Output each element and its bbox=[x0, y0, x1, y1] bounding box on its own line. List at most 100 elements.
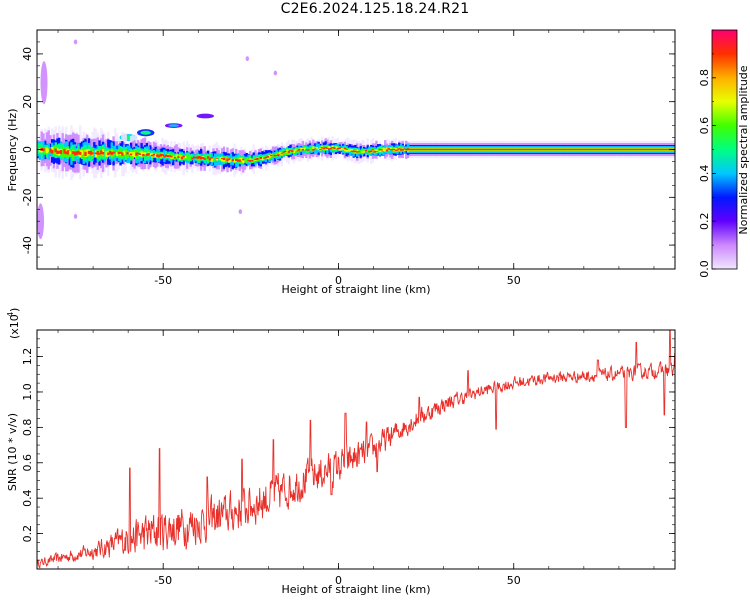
spectrogram-cell bbox=[363, 150, 366, 153]
spectrogram-cell bbox=[38, 148, 42, 153]
spectrogram-y-tick-label: 20 bbox=[21, 95, 34, 109]
spectrogram-cell bbox=[462, 148, 466, 151]
spectrogram-cell bbox=[270, 154, 273, 160]
snr-series-line bbox=[37, 330, 675, 569]
spectrogram-cell bbox=[464, 148, 468, 151]
spectrogram-cell bbox=[208, 153, 212, 162]
spectrogram-cell bbox=[639, 148, 643, 151]
spectrogram-cell bbox=[622, 148, 625, 151]
spectrogram-cell bbox=[457, 148, 461, 151]
spectrogram-cell bbox=[289, 150, 292, 152]
spectrogram-cell bbox=[320, 147, 324, 149]
spectrogram-cell bbox=[185, 154, 189, 160]
spectrogram-cell bbox=[543, 148, 546, 151]
spectrogram-cell bbox=[415, 148, 418, 151]
colorbar-tick-label: 0.8 bbox=[698, 69, 711, 87]
snr-y-tick-label: 0.6 bbox=[21, 454, 34, 472]
spectrogram-cell bbox=[322, 147, 326, 150]
spectrogram-cell bbox=[72, 151, 75, 155]
spectrogram-cell bbox=[620, 148, 624, 151]
spectrogram-cell bbox=[277, 154, 280, 157]
spectrogram-cell bbox=[340, 147, 343, 151]
spectrogram-cell bbox=[599, 148, 602, 151]
spectrogram-cell bbox=[247, 157, 250, 162]
spectrogram-cell bbox=[466, 148, 469, 151]
spectrogram-cell bbox=[215, 157, 219, 159]
spectrogram-cell bbox=[266, 156, 269, 159]
spectrogram-cell bbox=[625, 148, 629, 151]
spectrogram-cell bbox=[285, 149, 289, 153]
spectrogram-cell bbox=[334, 146, 338, 149]
spectrogram-cell bbox=[45, 147, 49, 154]
spectrogram-x-tick-label: 50 bbox=[507, 274, 521, 287]
spectrogram-cell bbox=[469, 148, 473, 151]
spectrogram-cell bbox=[327, 146, 331, 150]
spectrogram-cell bbox=[93, 147, 96, 158]
spectrogram-cell bbox=[221, 157, 224, 162]
spectrogram-cell bbox=[433, 148, 436, 151]
spectrogram-cell bbox=[326, 147, 329, 149]
spectrogram-cell bbox=[128, 152, 131, 155]
spectrogram-cell bbox=[291, 150, 294, 153]
spectrogram-cell bbox=[61, 147, 64, 158]
spectrogram-cell bbox=[492, 148, 496, 151]
spectrogram-cell bbox=[483, 148, 487, 151]
spectrogram-cell bbox=[340, 147, 343, 149]
spectrogram-cell bbox=[370, 150, 373, 153]
spectrogram-cell bbox=[399, 148, 403, 151]
spectrogram-cell bbox=[163, 155, 166, 158]
spectrogram-cell bbox=[506, 148, 510, 151]
spectrogram-cell bbox=[261, 156, 264, 161]
spectrogram-cell bbox=[631, 148, 634, 151]
spectrogram-cell bbox=[487, 148, 490, 151]
spectrogram-cell bbox=[361, 151, 364, 153]
spectrogram-cell bbox=[326, 148, 329, 151]
spectrogram-cell bbox=[343, 149, 347, 151]
spectrogram-cell bbox=[382, 148, 385, 151]
spectrogram-cell bbox=[403, 148, 406, 150]
spectrogram-cell bbox=[285, 150, 289, 155]
spectrogram-cell bbox=[536, 148, 539, 151]
spectrogram-cell bbox=[229, 158, 233, 162]
spectrogram-cell bbox=[438, 148, 441, 151]
spectrogram-cell bbox=[278, 152, 282, 155]
spectrogram-cell bbox=[503, 148, 506, 151]
spectrogram-cell bbox=[249, 158, 252, 161]
spectrogram-cell bbox=[645, 148, 648, 151]
spectrogram-cell bbox=[445, 148, 448, 151]
spectrogram-cell bbox=[266, 156, 269, 158]
spectrogram-cell bbox=[650, 148, 653, 151]
spectrogram-cell bbox=[221, 157, 224, 160]
spectrogram-cell bbox=[268, 154, 271, 158]
spectrogram-cell bbox=[189, 154, 192, 160]
spectrogram-cell bbox=[638, 148, 641, 151]
spectrogram-cell bbox=[210, 157, 213, 162]
spectrogram-cell bbox=[159, 153, 163, 157]
spectrogram-cell bbox=[184, 156, 187, 159]
spectrogram-cell bbox=[510, 148, 513, 151]
spectrogram-cell bbox=[624, 148, 627, 151]
spectrogram-cell bbox=[282, 151, 285, 153]
spectrogram-cell bbox=[331, 147, 334, 151]
spectrogram-cell bbox=[270, 154, 273, 157]
spectrogram-cell bbox=[77, 150, 80, 155]
spectrogram-cell bbox=[231, 159, 234, 162]
spectrogram-cell bbox=[408, 148, 411, 151]
spectrogram-cell bbox=[406, 148, 410, 151]
spectrogram-cell bbox=[226, 158, 229, 161]
spectrogram-cell bbox=[263, 157, 266, 159]
spectrogram-cell bbox=[517, 148, 520, 151]
spectrogram-cell bbox=[636, 148, 639, 151]
spectrogram-cell bbox=[324, 147, 327, 149]
snr-panel: -50 0 50 0.2 0.4 0.6 0.8 1.0 1.2 Height of strai… bbox=[6, 308, 676, 596]
spectrogram-cell bbox=[627, 148, 631, 151]
spectrogram-cell bbox=[480, 148, 483, 151]
spectrogram-cell bbox=[356, 151, 359, 153]
spectrogram-blob-core bbox=[168, 124, 179, 127]
spectrogram-cell bbox=[124, 149, 127, 159]
spectrogram-cell bbox=[96, 151, 99, 155]
spectrogram-cell bbox=[375, 149, 378, 153]
spectrogram-cell bbox=[580, 148, 583, 151]
spectrogram-cell bbox=[508, 148, 511, 151]
